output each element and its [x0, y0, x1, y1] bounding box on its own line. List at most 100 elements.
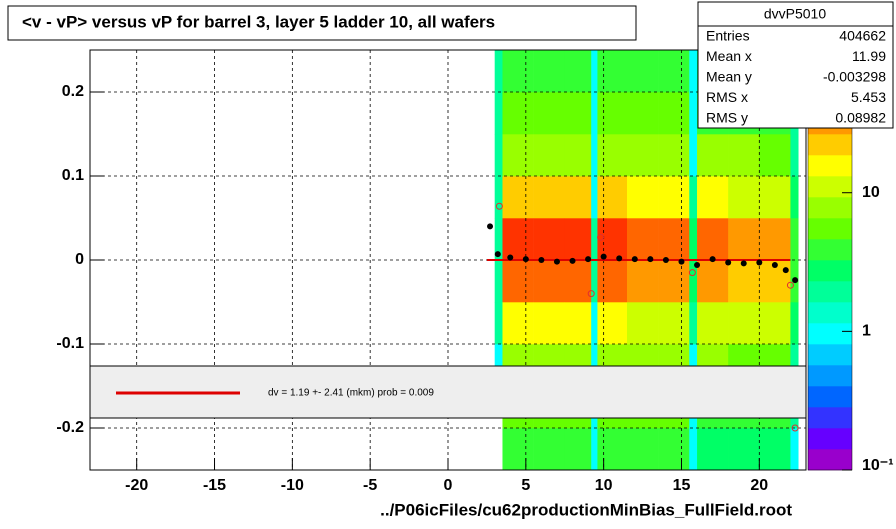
heat-cell	[502, 428, 534, 471]
heat-cell	[494, 302, 503, 345]
profile-point	[631, 256, 638, 263]
heat-cell	[533, 50, 566, 93]
heat-cell	[494, 134, 503, 177]
heat-cell	[790, 134, 799, 177]
heat-cell	[689, 176, 698, 219]
heat-cell	[689, 344, 698, 387]
stats-value: 404662	[839, 28, 886, 44]
profile-point	[616, 255, 623, 262]
heat-cell	[597, 176, 628, 219]
heat-cell	[697, 218, 729, 261]
profile-point	[569, 257, 576, 264]
profile-point	[756, 259, 763, 266]
title-box	[7, 5, 637, 41]
heat-cell	[689, 134, 698, 177]
colorbar-segment	[808, 323, 852, 345]
heat-cell	[697, 176, 729, 219]
z-tick-label: 10⁻¹	[862, 457, 894, 474]
colorbar-segment	[808, 218, 852, 240]
heat-cell	[591, 134, 598, 177]
colorbar-segment	[808, 134, 852, 156]
profile-point	[507, 254, 514, 261]
stats-frame	[697, 1, 894, 129]
profile-point	[771, 262, 778, 269]
heat-cell	[597, 218, 628, 261]
heat-cell	[728, 134, 760, 177]
colorbar-segment	[808, 176, 852, 198]
heat-cell	[759, 428, 791, 471]
colorbar-segment	[808, 386, 852, 408]
heat-cell	[689, 218, 698, 261]
colorbar-segment	[808, 407, 852, 429]
outlier-point	[587, 290, 595, 298]
heat-cell	[564, 176, 592, 219]
heat-cell	[790, 218, 799, 261]
heat-cell	[564, 134, 592, 177]
heat-cell	[597, 134, 628, 177]
colorbar-segment	[808, 260, 852, 282]
heat-cell	[502, 302, 534, 345]
x-tick-label: -5	[363, 477, 377, 494]
heat-cell	[591, 260, 598, 303]
heat-cell	[564, 218, 592, 261]
heat-cell	[689, 260, 698, 303]
outlier-point	[688, 269, 696, 277]
heat-cell	[658, 134, 690, 177]
heat-cell	[627, 92, 659, 135]
stats-value: 11.99	[852, 48, 886, 64]
heat-cell	[533, 302, 566, 345]
heat-cell	[697, 260, 729, 303]
heat-cell	[728, 260, 760, 303]
heat-cell	[759, 134, 791, 177]
outlier-point	[786, 281, 794, 289]
colorbar-segment	[808, 302, 852, 324]
stats-value: -0.003298	[823, 69, 886, 85]
z-tick-label: 1	[862, 323, 871, 340]
heat-cell	[494, 176, 503, 219]
profile-point	[553, 258, 560, 265]
heat-cell	[591, 176, 598, 219]
stats-title: dvvP5010	[764, 6, 826, 22]
legend-text: dv = 1.19 +- 2.41 (mkm) prob = 0.009	[268, 388, 434, 399]
heat-cell	[591, 92, 598, 135]
stats-value: 0.08982	[835, 110, 886, 126]
profile-point	[694, 262, 701, 269]
heat-cell	[502, 218, 534, 261]
profile-point	[740, 260, 747, 267]
heat-cell	[494, 260, 503, 303]
colorbar-segment	[808, 197, 852, 219]
heat-cell	[533, 176, 566, 219]
x-tick-label: 15	[673, 477, 691, 494]
x-axis-label: ../P06icFiles/cu62productionMinBias_Full…	[380, 500, 792, 519]
profile-point	[662, 257, 669, 263]
y-tick-label: -0.2	[56, 419, 84, 436]
y-tick-label: 0.2	[62, 83, 84, 100]
z-tick-label: 10	[862, 184, 880, 201]
heat-cell	[759, 218, 791, 261]
heat-cell	[502, 50, 534, 93]
colorbar-segment	[808, 155, 852, 177]
heat-cell	[658, 92, 690, 135]
heat-cell	[494, 218, 503, 261]
heat-cell	[759, 302, 791, 345]
x-tick-label: -20	[125, 477, 148, 494]
heat-cell	[494, 344, 503, 387]
heat-cell	[597, 302, 628, 345]
outlier-point	[597, 233, 605, 241]
heat-cell	[502, 92, 534, 135]
profile-point	[782, 267, 789, 274]
heat-cell	[564, 260, 592, 303]
profile-point	[647, 256, 654, 263]
y-tick-label: 0.1	[62, 167, 84, 184]
profile-point	[709, 256, 716, 263]
heat-cell	[728, 176, 760, 219]
profile-point	[600, 253, 607, 260]
outlier-point	[791, 424, 799, 432]
heat-cell	[658, 50, 690, 93]
heat-cell	[759, 176, 791, 219]
heat-cell	[502, 176, 534, 219]
heat-cell	[564, 92, 592, 135]
chart-title: <v - vP> versus vP for barrel 3, layer 5…	[22, 12, 495, 31]
colorbar-segment	[808, 449, 852, 471]
